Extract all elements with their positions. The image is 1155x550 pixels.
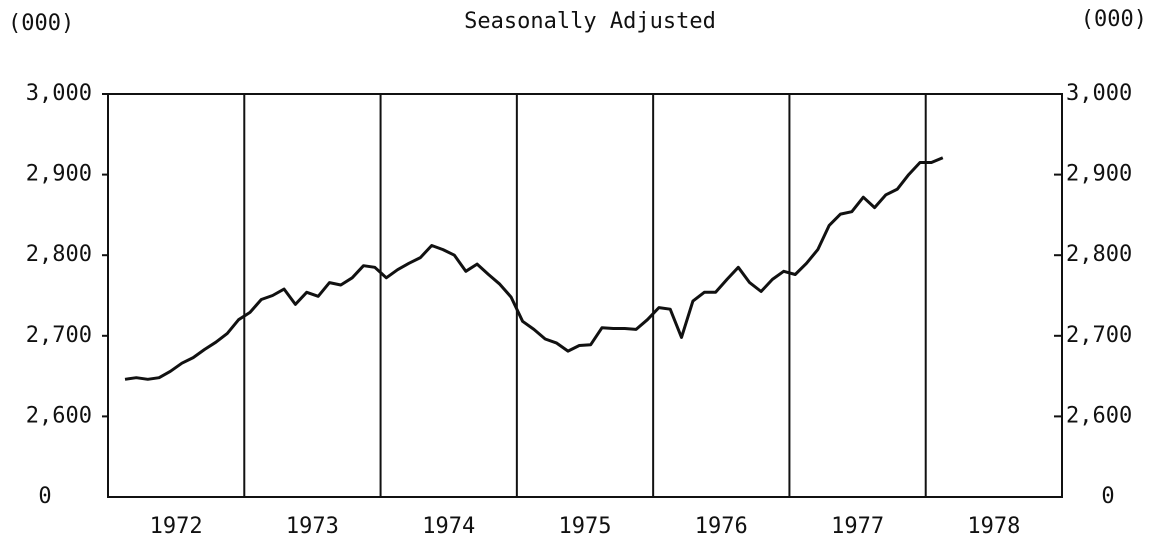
x-tick-label: 1974 [422,514,475,539]
y-tick-label: 3,000 [26,81,92,106]
y2-tick-label: 2,800 [1066,242,1132,267]
y2-unit-label: (000) [1081,7,1147,32]
y-unit-label: (000) [8,11,74,36]
y-tick-label: 2,900 [26,162,92,187]
x-tick-label: 1975 [559,514,612,539]
y-tick-label: 2,800 [26,242,92,267]
x-tick-label: 1972 [150,514,203,539]
x-tick-label: 1976 [695,514,748,539]
axis-break-label: 0 [1101,484,1114,509]
x-tick-label: 1973 [286,514,339,539]
x-tick-label: 1977 [831,514,884,539]
y2-tick-label: 3,000 [1066,81,1132,106]
plot-frame [107,93,1063,498]
x-tick-label: 1978 [967,514,1020,539]
y-tick-label: 2,600 [26,403,92,428]
y2-tick-label: 2,700 [1066,323,1132,348]
y2-tick-label: 2,900 [1066,162,1132,187]
y2-tick-label: 2,600 [1066,403,1132,428]
chart-subtitle: Seasonally Adjusted [464,9,716,34]
y-tick-label: 2,700 [26,323,92,348]
axis-break-label: 0 [38,484,51,509]
data-line [124,156,944,381]
